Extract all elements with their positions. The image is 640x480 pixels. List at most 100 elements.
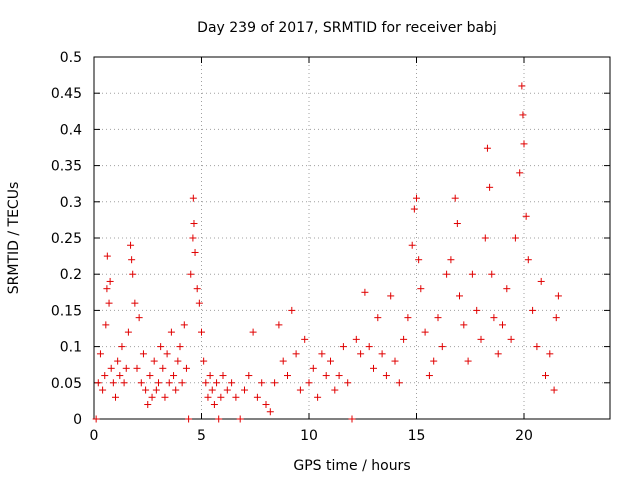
data-point [204, 393, 212, 401]
data-point [395, 379, 403, 387]
data-point [456, 292, 463, 300]
data-point [155, 379, 162, 387]
data-point [142, 386, 150, 394]
data-point [262, 401, 270, 409]
data-point [232, 393, 240, 401]
data-point [344, 379, 352, 387]
data-point [339, 343, 347, 351]
x-tick-label: 0 [90, 428, 99, 444]
data-point [105, 299, 113, 307]
data-point [554, 292, 562, 300]
data-point [537, 277, 545, 285]
data-point [210, 401, 218, 409]
data-point [520, 140, 528, 148]
x-axis-label: GPS time / hours [293, 458, 410, 474]
data-point [131, 299, 139, 307]
data-point [159, 364, 167, 372]
data-point [284, 372, 291, 380]
data-point [404, 314, 412, 322]
data-point [101, 372, 109, 380]
x-tick-label: 20 [515, 428, 533, 444]
data-point [206, 372, 214, 380]
data-point [335, 372, 343, 380]
y-tick-label: 0 [73, 412, 82, 428]
data-point [139, 350, 147, 358]
data-point [144, 401, 152, 409]
data-point [460, 321, 468, 329]
data-point [163, 350, 171, 358]
data-point [245, 372, 253, 380]
data-point [387, 292, 395, 300]
y-tick-label: 0.35 [51, 159, 82, 175]
data-point [170, 372, 178, 380]
data-point [352, 335, 360, 343]
y-tick-label: 0.1 [60, 340, 82, 356]
data-point [322, 372, 330, 380]
data-point [519, 111, 527, 119]
x-tick-label: 15 [408, 428, 426, 444]
y-axis-label: SRMTID / TECUs [6, 182, 22, 295]
data-point [185, 415, 193, 423]
data-point [258, 379, 266, 387]
data-point [408, 241, 416, 249]
data-point [112, 393, 119, 401]
data-point [542, 372, 549, 380]
data-point [494, 350, 502, 358]
data-point [473, 306, 481, 314]
data-point [490, 314, 498, 322]
data-point [137, 379, 145, 387]
data-point [430, 357, 438, 365]
data-point [195, 299, 203, 307]
data-point [122, 364, 130, 372]
data-point [176, 343, 184, 351]
data-point [180, 321, 188, 329]
data-point [477, 335, 485, 343]
data-point [464, 357, 472, 365]
data-point [217, 393, 225, 401]
y-tick-label: 0.4 [60, 122, 82, 138]
data-point [178, 379, 186, 387]
data-point [288, 306, 296, 314]
data-point [486, 183, 494, 191]
data-point [417, 285, 425, 293]
data-point [187, 270, 195, 278]
data-point [208, 386, 216, 394]
data-point [483, 144, 491, 152]
data-point [415, 256, 423, 264]
x-tick-label: 5 [197, 428, 206, 444]
data-point [309, 364, 317, 372]
y-tick-label: 0.2 [60, 267, 82, 283]
data-point [434, 314, 442, 322]
data-point [275, 321, 283, 329]
data-point [146, 372, 154, 380]
data-point [241, 386, 248, 394]
data-point [157, 343, 165, 351]
data-point [507, 335, 515, 343]
data-point [128, 256, 136, 264]
data-point [124, 328, 132, 336]
data-point [150, 357, 158, 365]
data-point [378, 350, 386, 358]
data-point [410, 205, 418, 213]
data-point [516, 169, 524, 177]
data-point [400, 335, 408, 343]
data-point [116, 372, 124, 380]
data-point [236, 415, 244, 423]
data-point [133, 364, 141, 372]
data-point [468, 270, 476, 278]
data-point [127, 241, 135, 249]
data-point [292, 350, 300, 358]
data-point [443, 270, 451, 278]
data-points [92, 82, 562, 423]
data-point [425, 372, 433, 380]
data-point [421, 328, 429, 336]
data-point [223, 386, 231, 394]
data-point [305, 379, 313, 387]
data-point [271, 379, 279, 387]
y-tick-label: 0.15 [51, 303, 82, 319]
data-point [451, 194, 459, 202]
data-point [279, 357, 287, 365]
data-point [361, 288, 369, 296]
data-point [533, 343, 541, 351]
